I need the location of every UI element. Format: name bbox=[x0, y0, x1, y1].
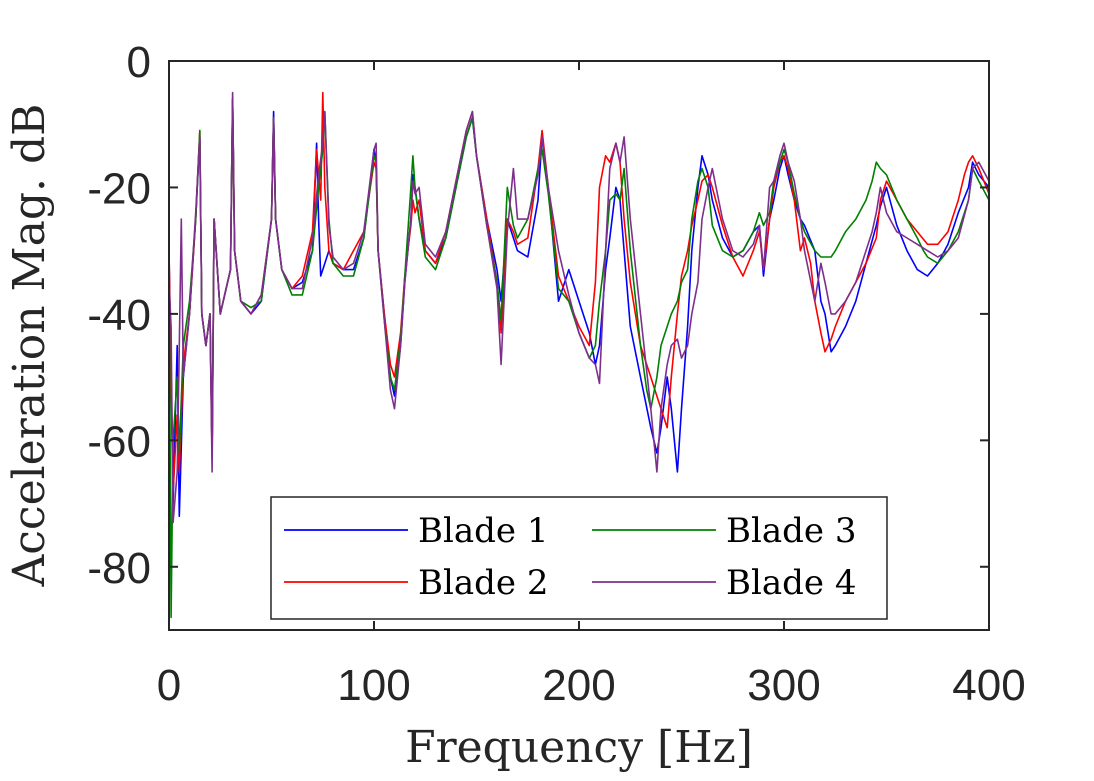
legend-label-blade-4: Blade 4 bbox=[726, 563, 856, 603]
x-axis-title: Frequency [Hz] bbox=[405, 722, 753, 773]
legend-box bbox=[270, 496, 888, 620]
legend: Blade 1 Blade 2 Blade 3 Blade 4 bbox=[270, 496, 888, 620]
y-tick-label-0: 0 bbox=[127, 38, 151, 87]
series-line-blade-4 bbox=[169, 91, 989, 524]
y-axis-title: Acceleration Mag. dB bbox=[4, 104, 55, 588]
y-tick-label--40: -40 bbox=[87, 291, 151, 340]
x-tick-label-0: 0 bbox=[157, 661, 181, 710]
y-tick-label--80: -80 bbox=[87, 544, 151, 593]
legend-label-blade-1: Blade 1 bbox=[418, 511, 548, 551]
x-tick-label-400: 400 bbox=[952, 661, 1025, 710]
legend-label-blade-3: Blade 3 bbox=[726, 511, 856, 551]
x-tick-label-200: 200 bbox=[542, 661, 615, 710]
x-tick-label-300: 300 bbox=[747, 661, 820, 710]
legend-label-blade-2: Blade 2 bbox=[418, 563, 548, 603]
tick-layer: 0 100 200 300 400 0 -20 -40 -60 -80 bbox=[87, 38, 1025, 710]
x-tick-label-100: 100 bbox=[337, 661, 410, 710]
y-tick-label--20: -20 bbox=[87, 164, 151, 213]
y-tick-label--60: -60 bbox=[87, 417, 151, 466]
series-layer bbox=[169, 91, 989, 619]
